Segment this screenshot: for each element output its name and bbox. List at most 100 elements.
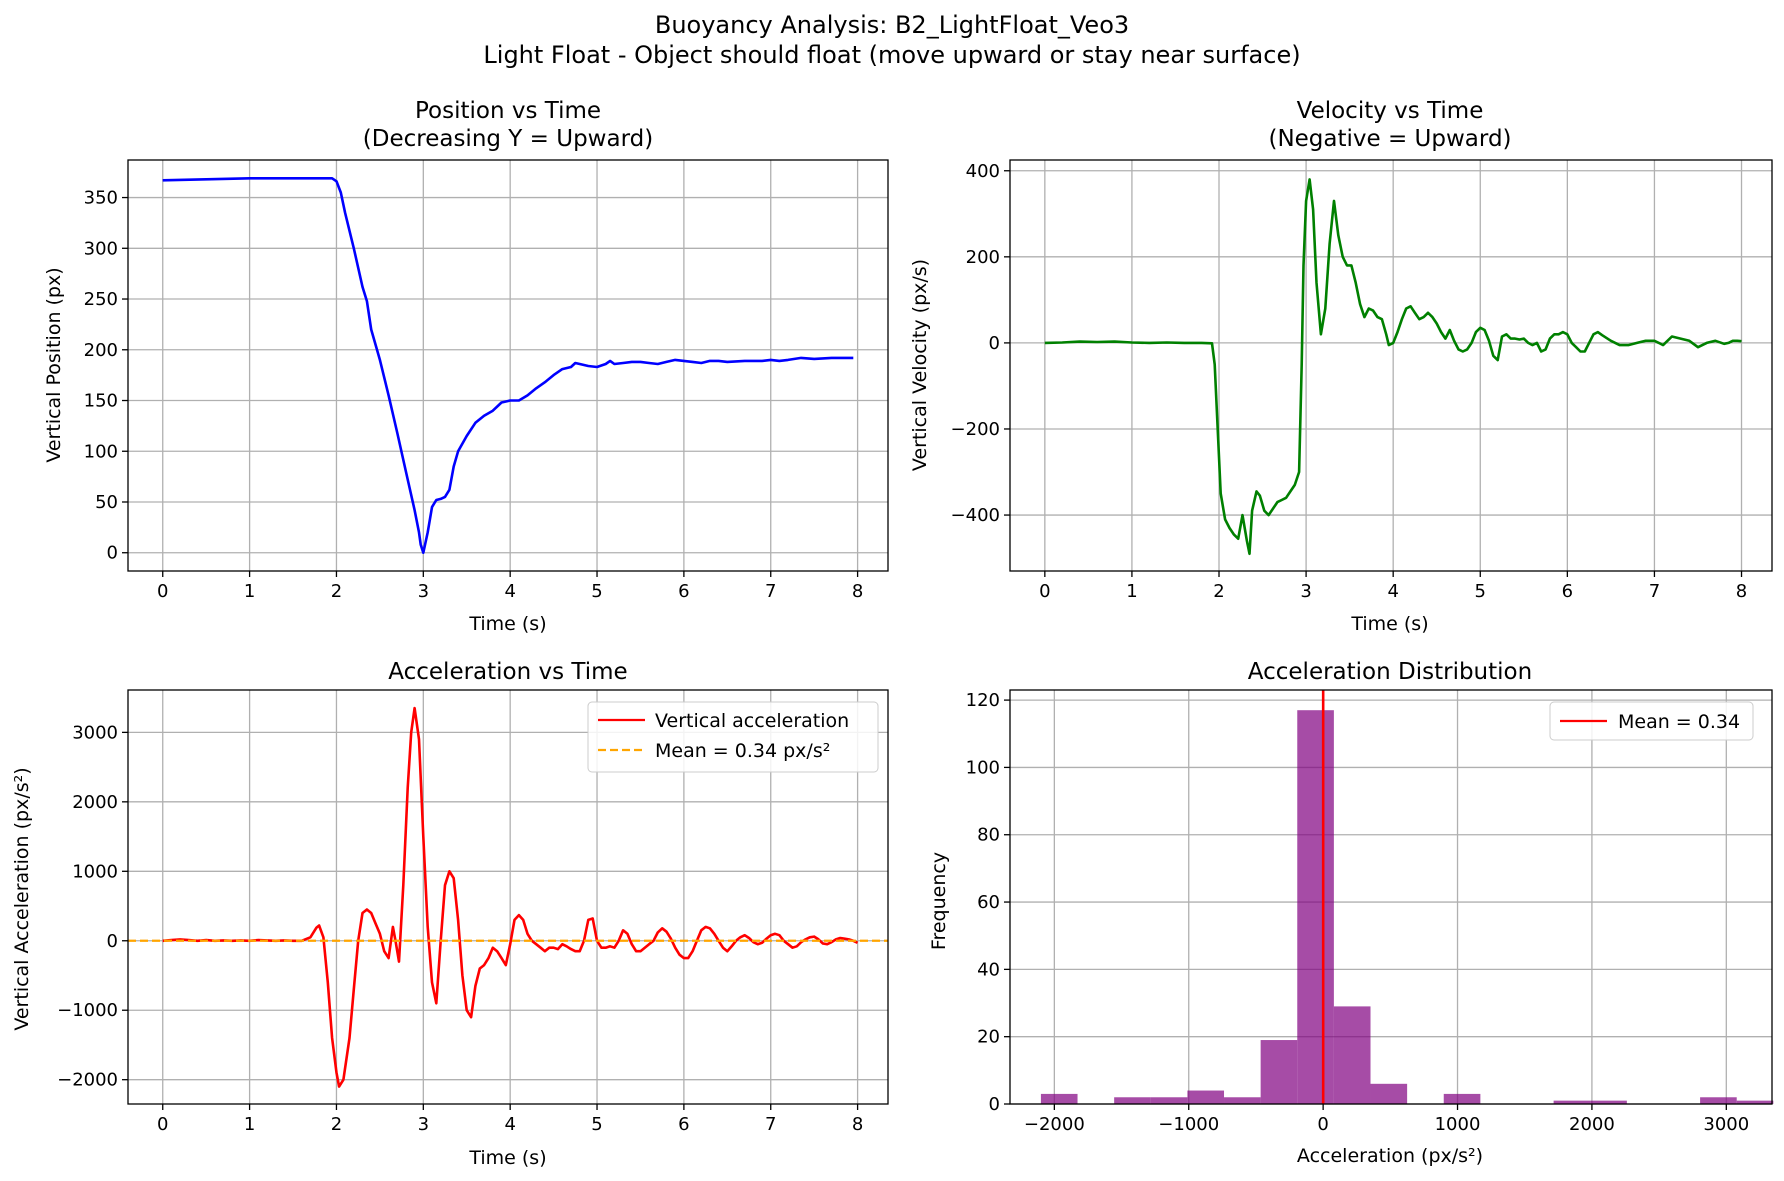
distribution-x-tick-label: 3000 — [1703, 1114, 1749, 1135]
position-y-tick-label: 200 — [84, 340, 118, 361]
distribution-chart: −2000 −1000 0 1000 2000 3000 0 20 40 60 80 100 120 A… — [928, 659, 1774, 1167]
distribution-y-tick-label: 100 — [966, 757, 1000, 778]
distribution-x-tick-label: 0 — [1317, 1114, 1328, 1135]
histogram-bar — [1224, 1097, 1261, 1104]
distribution-axes-frame — [1009, 689, 1773, 1105]
velocity-x-axis-label: Time (s) — [1350, 613, 1428, 635]
acceleration-y-tick-label: 1000 — [72, 861, 118, 882]
position-x-axis-label: Time (s) — [468, 613, 546, 635]
position-chart: 0 1 2 3 4 5 6 7 8 0 50 100 150 200 250 300 350 Position … — [43, 98, 889, 635]
acceleration-y-tick-label: −1000 — [57, 1000, 118, 1021]
velocity-x-tick-label: 8 — [1736, 581, 1747, 602]
acceleration-legend-box — [587, 701, 879, 773]
velocity-chart: 0 1 2 3 4 5 6 7 8 −400 −200 0 200 400 Velocity vs Tim… — [909, 98, 1773, 635]
mean-legend-label: Mean = 0.34 px/s² — [655, 740, 830, 762]
acceleration-x-tick-label: 3 — [418, 1114, 429, 1135]
position-axes-frame — [127, 159, 889, 572]
acceleration-x-tick-label: 0 — [157, 1114, 168, 1135]
distribution-y-tick-label: 80 — [977, 825, 1000, 846]
histogram-bar — [1590, 1100, 1627, 1104]
acceleration-legend: Vertical acceleration Mean = 0.34 px/s² — [587, 701, 879, 773]
histogram-bar — [1114, 1097, 1151, 1104]
position-x-tick-label: 3 — [418, 581, 429, 602]
position-x-tick-label: 7 — [765, 581, 776, 602]
velocity-x-tick-label: 4 — [1387, 581, 1398, 602]
acceleration-series-line — [162, 706, 859, 1088]
velocity-x-tick-label: 7 — [1649, 581, 1660, 602]
position-y-tick-label: 50 — [95, 492, 118, 513]
histogram-bar — [1187, 1090, 1225, 1104]
distribution-plot-area: −2000 −1000 0 1000 2000 3000 0 20 40 60 80 100 120 — [966, 689, 1774, 1135]
distribution-y-tick-label: 120 — [966, 690, 1000, 711]
histogram-bar — [1150, 1097, 1188, 1104]
velocity-chart-title: Velocity vs Time — [1297, 98, 1484, 124]
histogram-bar — [1297, 710, 1334, 1104]
position-y-tick-label: 0 — [107, 543, 118, 564]
distribution-x-axis-label: Acceleration (px/s²) — [1297, 1145, 1483, 1167]
position-x-tick-label: 0 — [157, 581, 168, 602]
histogram-bar — [1736, 1100, 1774, 1104]
acceleration-axes-frame — [127, 689, 889, 1105]
histogram-bar — [1333, 1006, 1371, 1104]
distribution-legend: Mean = 0.34 — [1549, 701, 1754, 741]
position-y-tick-label: 350 — [84, 188, 118, 209]
distribution-x-tick-label: 1000 — [1435, 1114, 1481, 1135]
position-y-tick-label: 250 — [84, 289, 118, 310]
histogram-bar — [1040, 1093, 1078, 1104]
acceleration-x-axis-label: Time (s) — [468, 1147, 546, 1169]
acceleration-x-tick-label: 8 — [852, 1114, 863, 1135]
distribution-x-tick-label: −2000 — [1024, 1114, 1085, 1135]
velocity-x-tick-label: 2 — [1213, 581, 1224, 602]
distribution-chart-title: Acceleration Distribution — [1248, 659, 1532, 685]
acceleration-x-tick-label: 2 — [331, 1114, 342, 1135]
velocity-chart-subtitle: (Negative = Upward) — [1268, 126, 1511, 152]
acceleration-x-tick-label: 7 — [765, 1114, 776, 1135]
acceleration-x-tick-label: 1 — [244, 1114, 255, 1135]
acceleration-legend-label: Vertical acceleration — [655, 710, 849, 732]
distribution-y-axis-label: Frequency — [928, 852, 950, 950]
velocity-axes-frame — [1009, 159, 1773, 572]
distribution-y-tick-label: 40 — [977, 959, 1000, 980]
velocity-y-tick-label: −400 — [951, 505, 1000, 526]
distribution-x-tick-label: 2000 — [1569, 1114, 1615, 1135]
acceleration-y-tick-label: 2000 — [72, 792, 118, 813]
histogram-bar — [1370, 1083, 1408, 1104]
acceleration-y-axis-label: Vertical Acceleration (px/s²) — [11, 767, 33, 1030]
histogram-bar — [1700, 1097, 1737, 1104]
velocity-y-tick-label: 0 — [989, 333, 1000, 354]
position-plot-area: 0 1 2 3 4 5 6 7 8 0 50 100 150 200 250 300 350 — [84, 159, 889, 602]
acceleration-chart: 0 1 2 3 4 5 6 7 8 −2000 −1000 0 1000 2000 3000 Acceler… — [11, 659, 889, 1169]
histogram-bar — [1260, 1040, 1298, 1104]
velocity-x-tick-label: 1 — [1126, 581, 1137, 602]
position-x-tick-label: 6 — [678, 581, 689, 602]
histogram-bar — [1443, 1093, 1481, 1104]
velocity-plot-area: 0 1 2 3 4 5 6 7 8 −400 −200 0 200 400 — [951, 159, 1773, 602]
velocity-y-tick-label: 200 — [966, 247, 1000, 268]
acceleration-x-tick-label: 5 — [591, 1114, 602, 1135]
histogram-bar — [1553, 1100, 1591, 1104]
position-x-tick-label: 5 — [591, 581, 602, 602]
distribution-legend-label: Mean = 0.34 — [1618, 711, 1740, 733]
velocity-x-tick-label: 0 — [1039, 581, 1050, 602]
velocity-x-tick-label: 6 — [1562, 581, 1573, 602]
position-series-line — [162, 177, 854, 555]
velocity-series-line — [1044, 178, 1742, 556]
position-x-tick-label: 2 — [331, 581, 342, 602]
acceleration-y-tick-label: 0 — [107, 931, 118, 952]
distribution-y-tick-label: 0 — [989, 1094, 1000, 1115]
figure-title-line1: Buoyancy Analysis: B2_LightFloat_Veo3 — [655, 11, 1129, 39]
acceleration-x-tick-label: 6 — [678, 1114, 689, 1135]
velocity-y-axis-label: Vertical Velocity (px/s) — [909, 259, 931, 471]
velocity-x-tick-label: 5 — [1475, 581, 1486, 602]
position-x-tick-label: 4 — [504, 581, 515, 602]
distribution-y-tick-label: 20 — [977, 1027, 1000, 1048]
velocity-x-tick-label: 3 — [1300, 581, 1311, 602]
position-x-tick-label: 8 — [852, 581, 863, 602]
distribution-legend-box — [1549, 701, 1754, 741]
acceleration-y-tick-label: −2000 — [57, 1070, 118, 1091]
acceleration-y-tick-label: 3000 — [72, 722, 118, 743]
velocity-y-tick-label: −200 — [951, 419, 1000, 440]
position-x-tick-label: 1 — [244, 581, 255, 602]
